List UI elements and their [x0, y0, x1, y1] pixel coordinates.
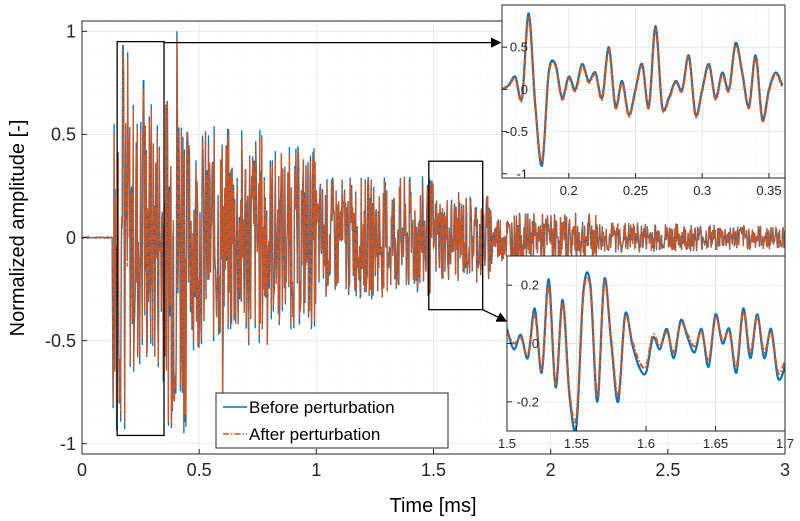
legend-label-before: Before perturbation: [249, 398, 395, 417]
main-x-ticks: 0 0.5 1 1.5 2 2.5 3: [77, 449, 790, 480]
inset1-background: [502, 5, 785, 178]
main-xtick-label: 3: [780, 460, 790, 480]
in1-xtick-label: 0.3: [693, 183, 711, 198]
main-ytick-label: 0.5: [51, 125, 76, 145]
main-plot-lines: [82, 31, 785, 434]
series-after-perturbation: [82, 39, 785, 427]
main-xtick-label: 0.5: [187, 460, 212, 480]
legend[interactable]: Before perturbation After perturbation: [215, 392, 449, 449]
arrow-to-inset2: [482, 309, 508, 322]
main-ytick-label: -0.5: [45, 331, 76, 351]
main-xtick-label: 2.5: [655, 460, 680, 480]
in2-xtick-label: 1.55: [564, 436, 589, 451]
y-axis-label: Normalized amplitude [-]: [7, 120, 29, 337]
main-xtick-label: 0: [77, 460, 87, 480]
in2-xtick-label: 1.7: [776, 436, 794, 451]
in1-xtick-label: 0.35: [756, 183, 781, 198]
zoom-arrows: [164, 37, 508, 322]
inset2-grid: [506, 256, 786, 431]
in2-xtick-label: 1.5: [498, 436, 516, 451]
main-xtick-label: 1: [311, 460, 321, 480]
main-xtick-label: 2: [546, 460, 556, 480]
inset2-y-ticks: -0.2 0 0.2: [507, 278, 539, 409]
in1-ytick-label: 0: [521, 82, 528, 97]
main-xtick-label: 1.5: [421, 460, 446, 480]
inset2-x-ticks: 1.5 1.55 1.6 1.65 1.7: [498, 426, 794, 451]
in2-xtick-label: 1.65: [703, 436, 728, 451]
in1-xtick-label: 0.25: [623, 183, 648, 198]
legend-box: [215, 392, 449, 449]
in2-ytick-label: 0: [532, 336, 539, 351]
main-ytick-label: -1: [60, 434, 76, 454]
inset-zoom-2: 1.5 1.55 1.6 1.65 1.7 -0.2 0 0.2: [498, 255, 794, 451]
inset1-grid: [501, 5, 785, 178]
inset1-plot-lines: [502, 12, 784, 167]
in2-xtick-label: 1.6: [637, 436, 655, 451]
zoom-box-1: [116, 40, 165, 437]
in2-ytick-label: 0.2: [521, 278, 539, 293]
main-ytick-label: 0: [66, 228, 76, 248]
legend-label-after: After perturbation: [249, 425, 380, 444]
in1-series-after: [502, 15, 784, 164]
in2-series-after: [507, 275, 785, 424]
in1-xtick-label: 0.2: [560, 183, 578, 198]
in1-ytick-label: -0.5: [506, 124, 528, 139]
zoom-boxes: [116, 40, 484, 437]
main-y-ticks: -1 -0.5 0 0.5 1: [45, 22, 87, 454]
inset2-plot-lines: [507, 271, 785, 431]
main-ytick-label: 1: [66, 22, 76, 42]
x-axis-label: Time [ms]: [389, 495, 476, 517]
inset1-frame: [501, 4, 786, 179]
in1-ytick-label: 0.5: [510, 40, 528, 55]
inset-zoom-1: 0.2 0.25 0.3 0.35 -1 -0.5 0 0.5: [501, 4, 786, 198]
zoom-box-2: [428, 160, 484, 311]
inset1-y-ticks: -1 -0.5 0 0.5: [502, 40, 528, 181]
in2-ytick-label: -0.2: [517, 394, 539, 409]
in1-ytick-label: -1: [516, 166, 528, 181]
inset1-x-ticks: 0.2 0.25 0.3 0.35: [560, 173, 782, 198]
